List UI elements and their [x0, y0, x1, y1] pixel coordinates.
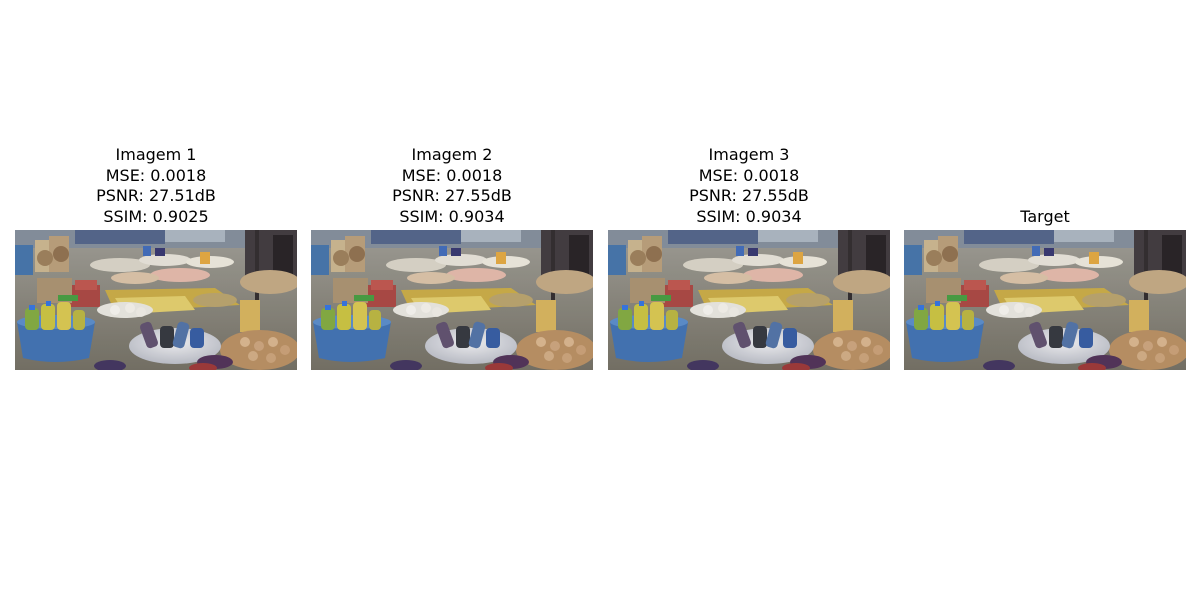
- title-line-psnr: PSNR: 27.55dB: [392, 186, 512, 205]
- title-line-ssim: SSIM: 0.9034: [399, 206, 505, 226]
- title-line-ssim: SSIM: 0.9034: [696, 206, 802, 226]
- market-scene-image: [904, 230, 1186, 370]
- title-line-name: Target: [1020, 206, 1070, 226]
- market-scene-image: [608, 230, 890, 370]
- title-line-mse: MSE: 0.0018: [105, 165, 207, 185]
- title-line-mse: MSE: 0.0018: [698, 165, 800, 185]
- title-line-psnr: PSNR: 27.55dB: [689, 186, 809, 205]
- title-line-name: Imagem 3: [708, 145, 790, 164]
- panel-imagem-3: Imagem 3 MSE: 0.0018 PSNR: 27.55dB SSIM:…: [608, 0, 890, 600]
- title-line-name: Imagem 2: [411, 145, 493, 164]
- panel-imagem-2: Imagem 2 MSE: 0.0018 PSNR: 27.55dB SSIM:…: [311, 0, 593, 600]
- title-line-name: Imagem 1: [115, 145, 197, 164]
- panel-title: Imagem 2 MSE: 0.0018 PSNR: 27.55dB SSIM:…: [311, 145, 593, 227]
- title-line-psnr: PSNR: 27.51dB: [96, 186, 216, 205]
- panel-imagem-1: Imagem 1 MSE: 0.0018 PSNR: 27.51dB SSIM:…: [15, 0, 297, 600]
- title-line-ssim: SSIM: 0.9025: [103, 206, 209, 226]
- title-line-mse: MSE: 0.0018: [401, 165, 503, 185]
- market-scene-image: [15, 230, 297, 370]
- panel-title: Imagem 3 MSE: 0.0018 PSNR: 27.55dB SSIM:…: [608, 145, 890, 227]
- market-scene-image: [311, 230, 593, 370]
- panel-target: Target: [904, 0, 1186, 600]
- panel-title: Target: [904, 207, 1186, 228]
- panel-title: Imagem 1 MSE: 0.0018 PSNR: 27.51dB SSIM:…: [15, 145, 297, 227]
